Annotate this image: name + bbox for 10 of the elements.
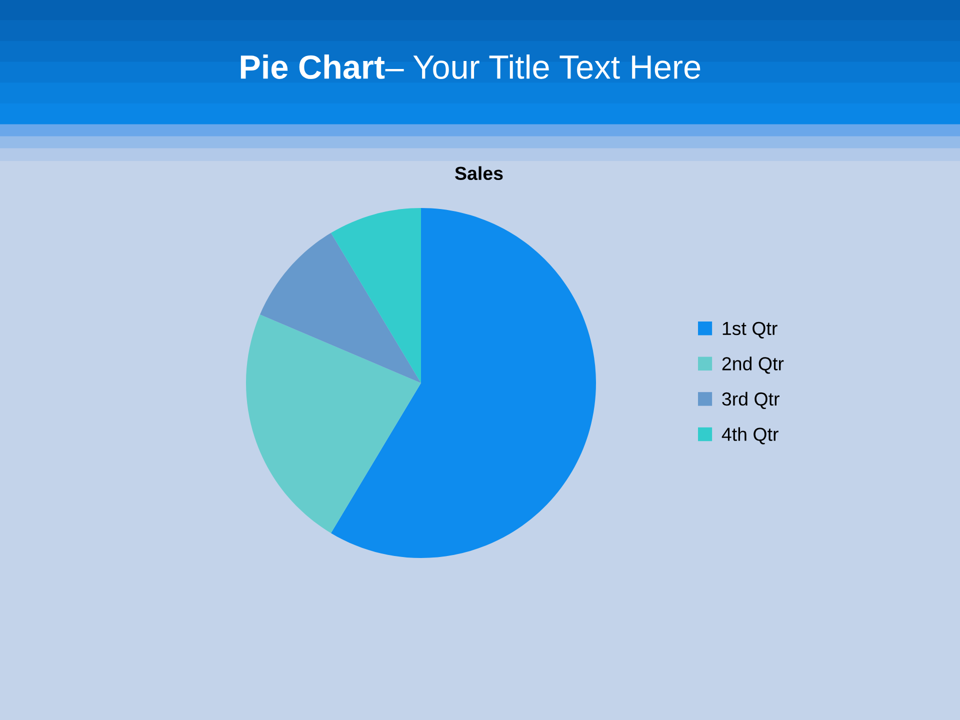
legend-label: 2nd Qtr [722, 356, 784, 374]
chart-title: Pie Chart– Your Title Text Here [240, 54, 700, 79]
chart-subtitle: Sales [455, 166, 503, 180]
legend-label: 3rd Qtr [722, 392, 780, 410]
pie-slice [330, 208, 421, 383]
legend-label: 1st Qtr [722, 322, 778, 338]
pie-slice [330, 208, 596, 558]
pie-slice [246, 314, 421, 534]
pie-slice [260, 232, 421, 383]
legend-label: 4th Qtr [722, 427, 778, 444]
